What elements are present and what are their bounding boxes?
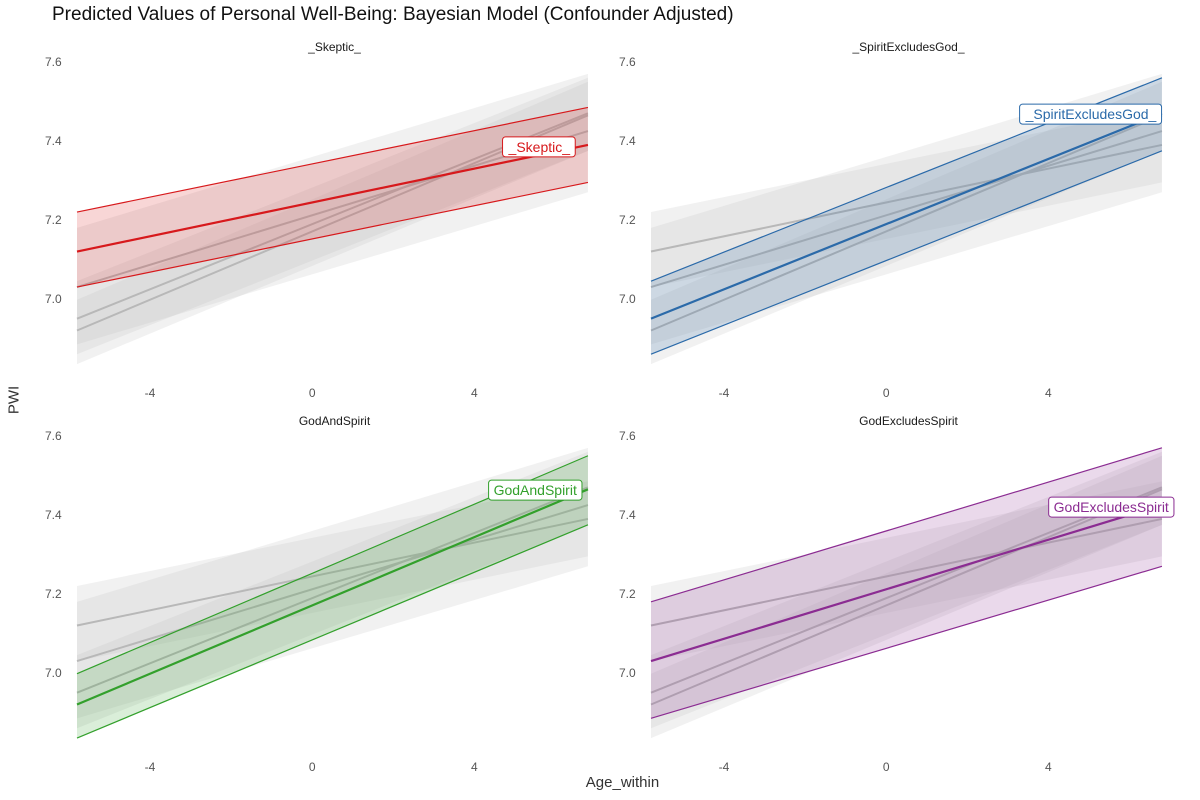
x-tick-label: -4: [719, 760, 730, 774]
facet-panel-1: _Skeptic_ 7.0 7.2 7.4 7.6 -4 0 4 _Skeptic_: [45, 40, 589, 400]
x-tick-label: 0: [309, 386, 316, 400]
series-label-box: [1048, 496, 1175, 518]
x-axis-label: Age_within: [585, 774, 660, 791]
ci-lower-line: [76, 524, 589, 739]
series-line-highlight: [650, 504, 1163, 663]
x-tick-label: 4: [1045, 760, 1052, 774]
y-tick-label: 7.0: [45, 666, 62, 680]
y-tick-label: 7.6: [619, 429, 636, 443]
y-tick-label: 7.4: [45, 134, 62, 148]
y-tick-label: 7.6: [45, 55, 62, 69]
series-label-box: [502, 136, 576, 158]
chart-title: Predicted Values of Personal Well-Being:…: [52, 4, 734, 25]
series-line-highlight: [76, 488, 589, 706]
facet-panel-4: GodExcludesSpirit 7.0 7.2 7.4 7.6 -4 0 4 GodExcl…: [619, 414, 1175, 774]
y-tick-label: 7.0: [619, 292, 636, 306]
series-label-box: [1019, 103, 1163, 125]
y-tick-label: 7.4: [45, 508, 62, 522]
y-axis-label: PWI: [5, 385, 23, 415]
x-tick-label: 4: [471, 386, 478, 400]
series-label: GodAndSpirit: [494, 482, 577, 498]
x-tick-label: 4: [471, 760, 478, 774]
x-tick-label: -4: [719, 386, 730, 400]
y-tick-label: 7.2: [45, 213, 62, 227]
ci-lower-line: [650, 150, 1163, 355]
facet-strip-title: _Skeptic_: [307, 40, 361, 54]
y-tick-label: 7.2: [619, 587, 636, 601]
series-label-box: [488, 479, 583, 501]
series-label: GodExcludesSpirit: [1054, 499, 1169, 515]
series-line-background: [650, 517, 1163, 627]
x-tick-label: -4: [145, 760, 156, 774]
series-line-highlight: [650, 112, 1163, 320]
facet-strip-title: _SpiritExcludesGod_: [851, 40, 964, 54]
series-line-background: [650, 114, 1163, 332]
y-tick-label: 7.0: [619, 666, 636, 680]
series-line-background: [650, 486, 1163, 694]
series-line-background: [76, 486, 589, 694]
ci-upper-line: [76, 106, 589, 213]
series-line-background: [76, 504, 589, 663]
facet-strip-title: GodExcludesSpirit: [859, 414, 958, 428]
series-line-background: [650, 143, 1163, 253]
facet-strip-title: GodAndSpirit: [299, 414, 371, 428]
x-tick-label: 4: [1045, 386, 1052, 400]
x-tick-label: 0: [883, 386, 890, 400]
y-tick-label: 7.0: [45, 292, 62, 306]
series-line-background: [76, 130, 589, 289]
ci-upper-line: [650, 447, 1163, 603]
x-tick-label: -4: [145, 386, 156, 400]
facet-panel-2: _SpiritExcludesGod_ 7.0 7.2 7.4 7.6 -4 0 4 _Spir…: [619, 40, 1163, 400]
facet-panel-3: GodAndSpirit 7.0 7.2 7.4 7.6 -4 0 4 GodAndSpirit: [45, 414, 589, 774]
y-tick-label: 7.4: [619, 134, 636, 148]
series-line-background: [76, 517, 589, 627]
x-tick-label: 0: [309, 760, 316, 774]
ci-lower-line: [650, 565, 1163, 719]
y-tick-label: 7.2: [619, 213, 636, 227]
x-tick-label: 0: [883, 760, 890, 774]
series-label: _Skeptic_: [508, 139, 571, 155]
series-label: _SpiritExcludesGod_: [1025, 106, 1157, 122]
y-tick-label: 7.2: [45, 587, 62, 601]
y-tick-label: 7.6: [619, 55, 636, 69]
series-line-highlight: [76, 143, 589, 253]
y-tick-label: 7.4: [619, 508, 636, 522]
ci-lower-line: [76, 181, 589, 288]
series-line-background: [650, 130, 1163, 289]
series-line-background: [650, 488, 1163, 706]
y-tick-label: 7.6: [45, 429, 62, 443]
